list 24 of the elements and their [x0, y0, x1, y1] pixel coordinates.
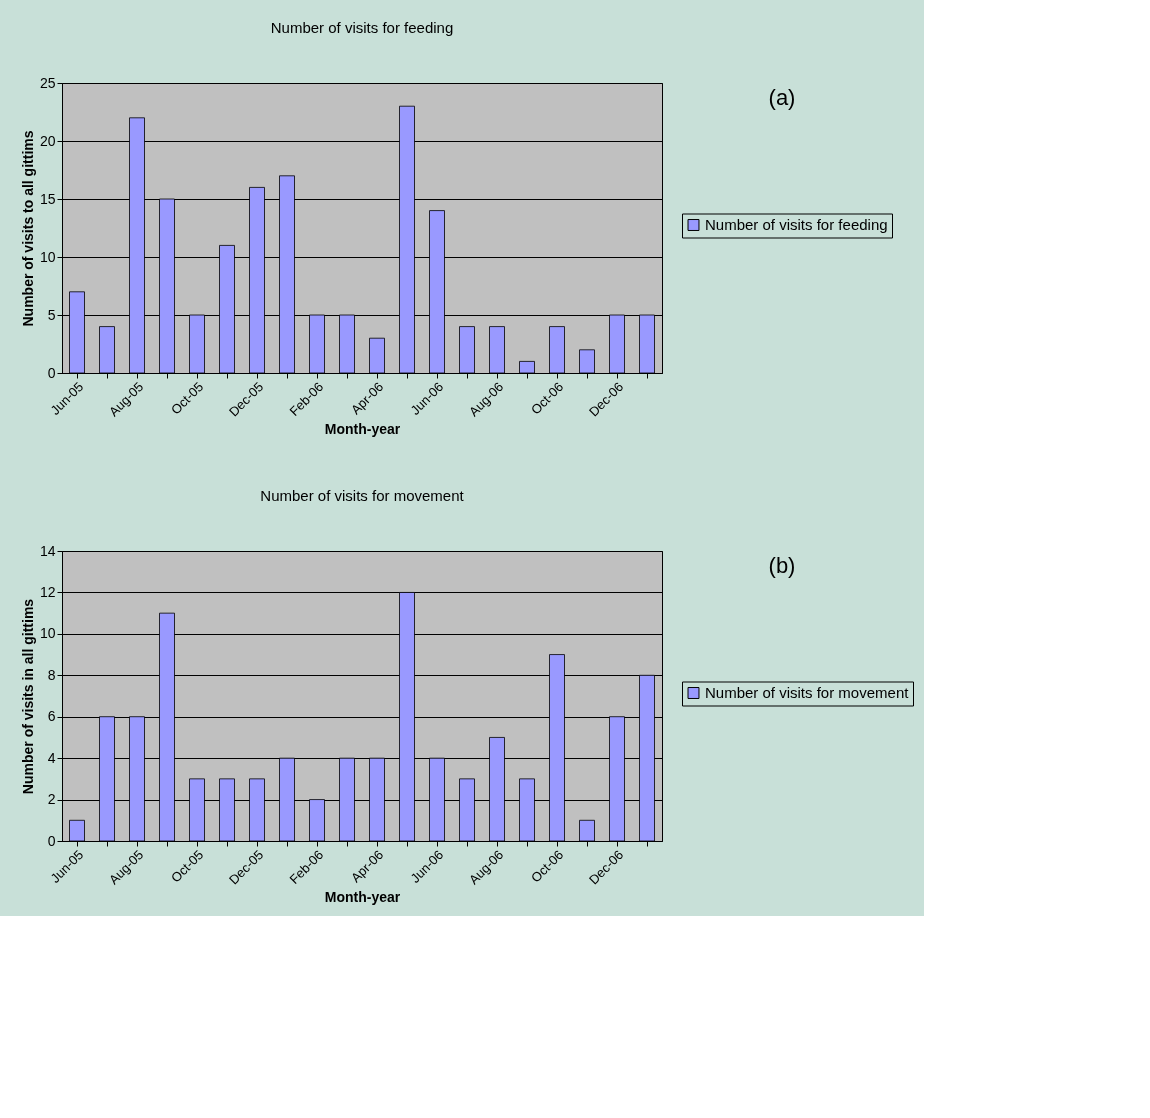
y-tick-label: 20: [39, 132, 56, 149]
chart-title: Number of visits for feeding: [270, 19, 454, 36]
y-tick-label: 15: [39, 190, 56, 207]
y-tick-label: 12: [39, 583, 56, 600]
text: (b): [768, 553, 796, 578]
x-axis-title: Month-year: [324, 421, 401, 438]
y-tick-label: 2: [47, 791, 56, 808]
y-tick-label: 25: [39, 74, 56, 91]
y-tick-label: 10: [39, 625, 56, 642]
y-axis-title: Number of visits to all gittims: [19, 130, 36, 327]
y-tick-label: 4: [47, 749, 56, 766]
y-tick-label: 0: [47, 364, 56, 381]
y-tick-label: 6: [47, 708, 56, 725]
text: (a): [768, 85, 796, 110]
x-axis-title: Month-year: [324, 889, 401, 906]
y-tick-label: 10: [39, 248, 56, 265]
legend-label: Number of visits for movement: [705, 684, 910, 701]
chart-title: Number of visits for movement: [260, 487, 465, 504]
y-tick-label: 14: [39, 542, 56, 559]
y-tick-label: 0: [47, 832, 56, 849]
y-axis-title: Number of visits in all gittims: [19, 598, 36, 795]
legend-label: Number of visits for feeding: [705, 216, 888, 233]
y-tick-label: 5: [47, 306, 56, 323]
y-tick-label: 8: [47, 666, 56, 683]
